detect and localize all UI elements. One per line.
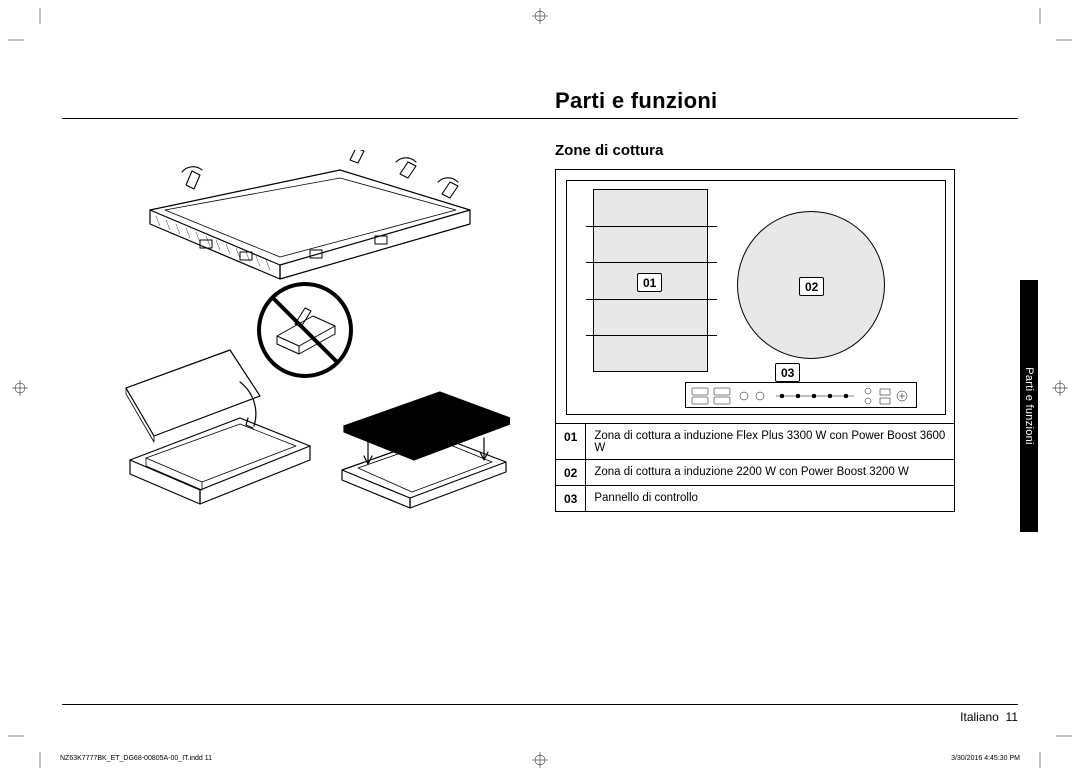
table-row: 01 Zona di cottura a induzione Flex Plus… bbox=[556, 424, 955, 460]
page-footer: Italiano 11 bbox=[960, 710, 1018, 724]
legend-table: 01 Zona di cottura a induzione Flex Plus… bbox=[555, 423, 955, 512]
zone-label-02: 02 bbox=[799, 277, 824, 296]
zone-label-03: 03 bbox=[775, 363, 800, 382]
zone-diagram: 01 02 03 bbox=[555, 169, 955, 424]
table-row: 02 Zona di cottura a induzione 2200 W co… bbox=[556, 460, 955, 486]
legend-text: Zona di cottura a induzione Flex Plus 33… bbox=[586, 424, 955, 460]
footer-rule bbox=[62, 704, 1018, 705]
section-subtitle: Zone di cottura bbox=[555, 142, 1015, 159]
legend-num: 03 bbox=[556, 486, 586, 512]
legend-num: 01 bbox=[556, 424, 586, 460]
table-row: 03 Pannello di controllo bbox=[556, 486, 955, 512]
zone-label-01: 01 bbox=[637, 273, 662, 292]
section-title: Parti e funzioni bbox=[555, 88, 1015, 114]
footer-lang: Italiano bbox=[960, 710, 999, 724]
legend-num: 02 bbox=[556, 460, 586, 486]
side-tab-label: Parti e funzioni bbox=[1023, 367, 1035, 445]
control-panel bbox=[685, 382, 917, 408]
install-illustrations bbox=[90, 150, 510, 530]
legend-text: Zona di cottura a induzione 2200 W con P… bbox=[586, 460, 955, 486]
footer-page: 11 bbox=[1006, 710, 1018, 724]
side-tab: Parti e funzioni bbox=[1020, 280, 1038, 532]
legend-text: Pannello di controllo bbox=[586, 486, 955, 512]
imprint-left: NZ63K7777BK_ET_DG68-00805A-00_IT.indd 11 bbox=[60, 755, 212, 762]
imprint-right: 3/30/2016 4:45:30 PM bbox=[951, 755, 1020, 762]
